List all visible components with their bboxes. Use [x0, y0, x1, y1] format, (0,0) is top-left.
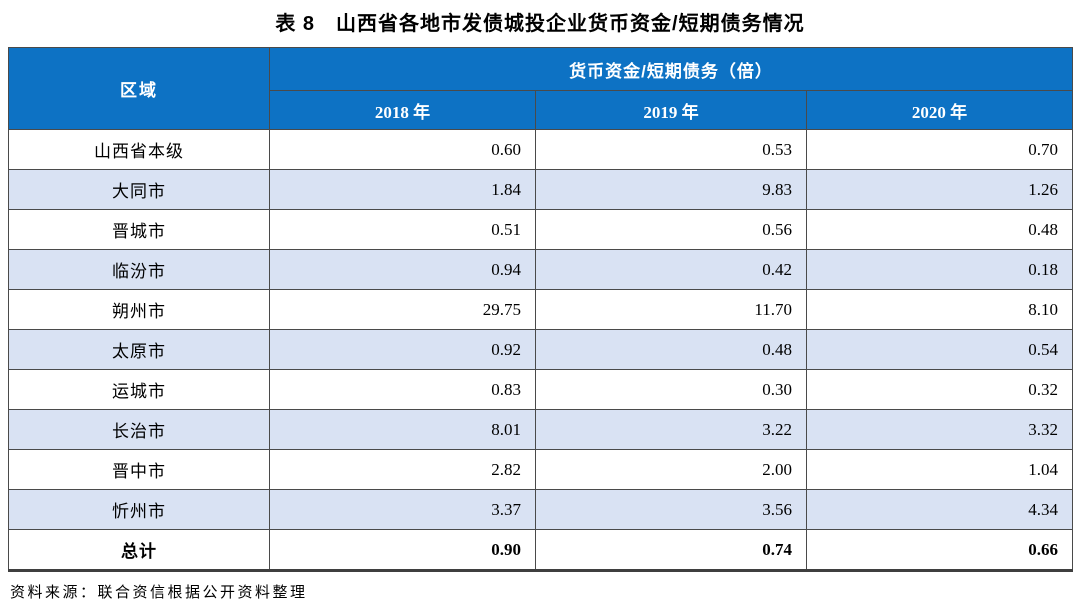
- value-cell: 1.26: [805, 169, 1074, 210]
- value-cell: 1.04: [805, 449, 1074, 490]
- table-row: 忻州市 3.37 3.56 4.34: [8, 489, 1074, 530]
- value-cell: 3.37: [269, 489, 536, 530]
- value-cell: 9.83: [535, 169, 807, 210]
- value-cell: 4.34: [805, 489, 1074, 530]
- value-cell: 8.10: [805, 289, 1074, 330]
- region-cell: 临汾市: [8, 249, 270, 290]
- region-cell: 大同市: [8, 169, 270, 210]
- value-cell: 1.84: [269, 169, 536, 210]
- column-header-2018: 2018 年: [269, 90, 536, 130]
- region-cell: 忻州市: [8, 489, 270, 530]
- value-cell: 3.22: [535, 409, 807, 450]
- table-row: 大同市 1.84 9.83 1.26: [8, 169, 1074, 210]
- table-row: 山西省本级 0.60 0.53 0.70: [8, 129, 1074, 170]
- table-row: 长治市 8.01 3.22 3.32: [8, 409, 1074, 450]
- column-header-region: 区域: [8, 47, 270, 130]
- table-row: 晋中市 2.82 2.00 1.04: [8, 449, 1074, 490]
- region-cell: 山西省本级: [8, 129, 270, 170]
- region-cell: 运城市: [8, 369, 270, 410]
- table-row: 临汾市 0.94 0.42 0.18: [8, 249, 1074, 290]
- table-row: 运城市 0.83 0.30 0.32: [8, 369, 1074, 410]
- value-cell: 0.32: [805, 369, 1074, 410]
- table-row: 晋城市 0.51 0.56 0.48: [8, 209, 1074, 250]
- money-funds-short-debt-table: 区域 货币资金/短期债务（倍） 2018 年 2019 年 2020 年 山西省…: [8, 47, 1074, 572]
- value-cell: 0.94: [269, 249, 536, 290]
- column-group-header: 货币资金/短期债务（倍）: [268, 47, 1074, 91]
- table-row: 太原市 0.92 0.48 0.54: [8, 329, 1074, 370]
- source-note: 资料来源：联合资信根据公开资料整理: [10, 585, 308, 601]
- value-cell: 8.01: [269, 409, 536, 450]
- value-cell: 0.53: [535, 129, 807, 170]
- value-cell: 3.56: [535, 489, 807, 530]
- value-cell: 0.48: [535, 329, 807, 370]
- table-row-total: 总计 0.90 0.74 0.66: [8, 529, 1074, 571]
- value-cell: 29.75: [269, 289, 536, 330]
- value-cell: 0.54: [805, 329, 1074, 370]
- region-cell: 朔州市: [8, 289, 270, 330]
- column-header-2019: 2019 年: [535, 90, 807, 130]
- value-cell: 0.70: [805, 129, 1074, 170]
- value-cell: 0.30: [535, 369, 807, 410]
- value-cell: 11.70: [535, 289, 807, 330]
- header-row-group: 区域 货币资金/短期债务（倍）: [8, 47, 1074, 130]
- value-cell: 0.18: [805, 249, 1074, 290]
- region-cell: 总计: [8, 529, 270, 571]
- region-cell: 太原市: [8, 329, 270, 370]
- table-title: 表 8 山西省各地市发债城投企业货币资金/短期债务情况: [275, 13, 805, 35]
- value-cell: 0.48: [805, 209, 1074, 250]
- region-cell: 晋中市: [8, 449, 270, 490]
- value-cell: 0.74: [535, 529, 807, 571]
- region-cell: 长治市: [8, 409, 270, 450]
- table-row: 朔州市 29.75 11.70 8.10: [8, 289, 1074, 330]
- value-cell: 0.51: [269, 209, 536, 250]
- value-cell: 0.90: [269, 529, 536, 571]
- value-cell: 0.56: [535, 209, 807, 250]
- column-header-2020: 2020 年: [805, 90, 1074, 130]
- header-row-years: 2018 年 2019 年 2020 年: [9, 90, 1074, 130]
- region-cell: 晋城市: [8, 209, 270, 250]
- value-cell: 0.92: [269, 329, 536, 370]
- value-cell: 2.82: [269, 449, 536, 490]
- value-cell: 0.42: [535, 249, 807, 290]
- value-cell: 2.00: [535, 449, 807, 490]
- value-cell: 3.32: [805, 409, 1074, 450]
- value-cell: 0.83: [269, 369, 536, 410]
- value-cell: 0.60: [269, 129, 536, 170]
- value-cell: 0.66: [805, 529, 1074, 571]
